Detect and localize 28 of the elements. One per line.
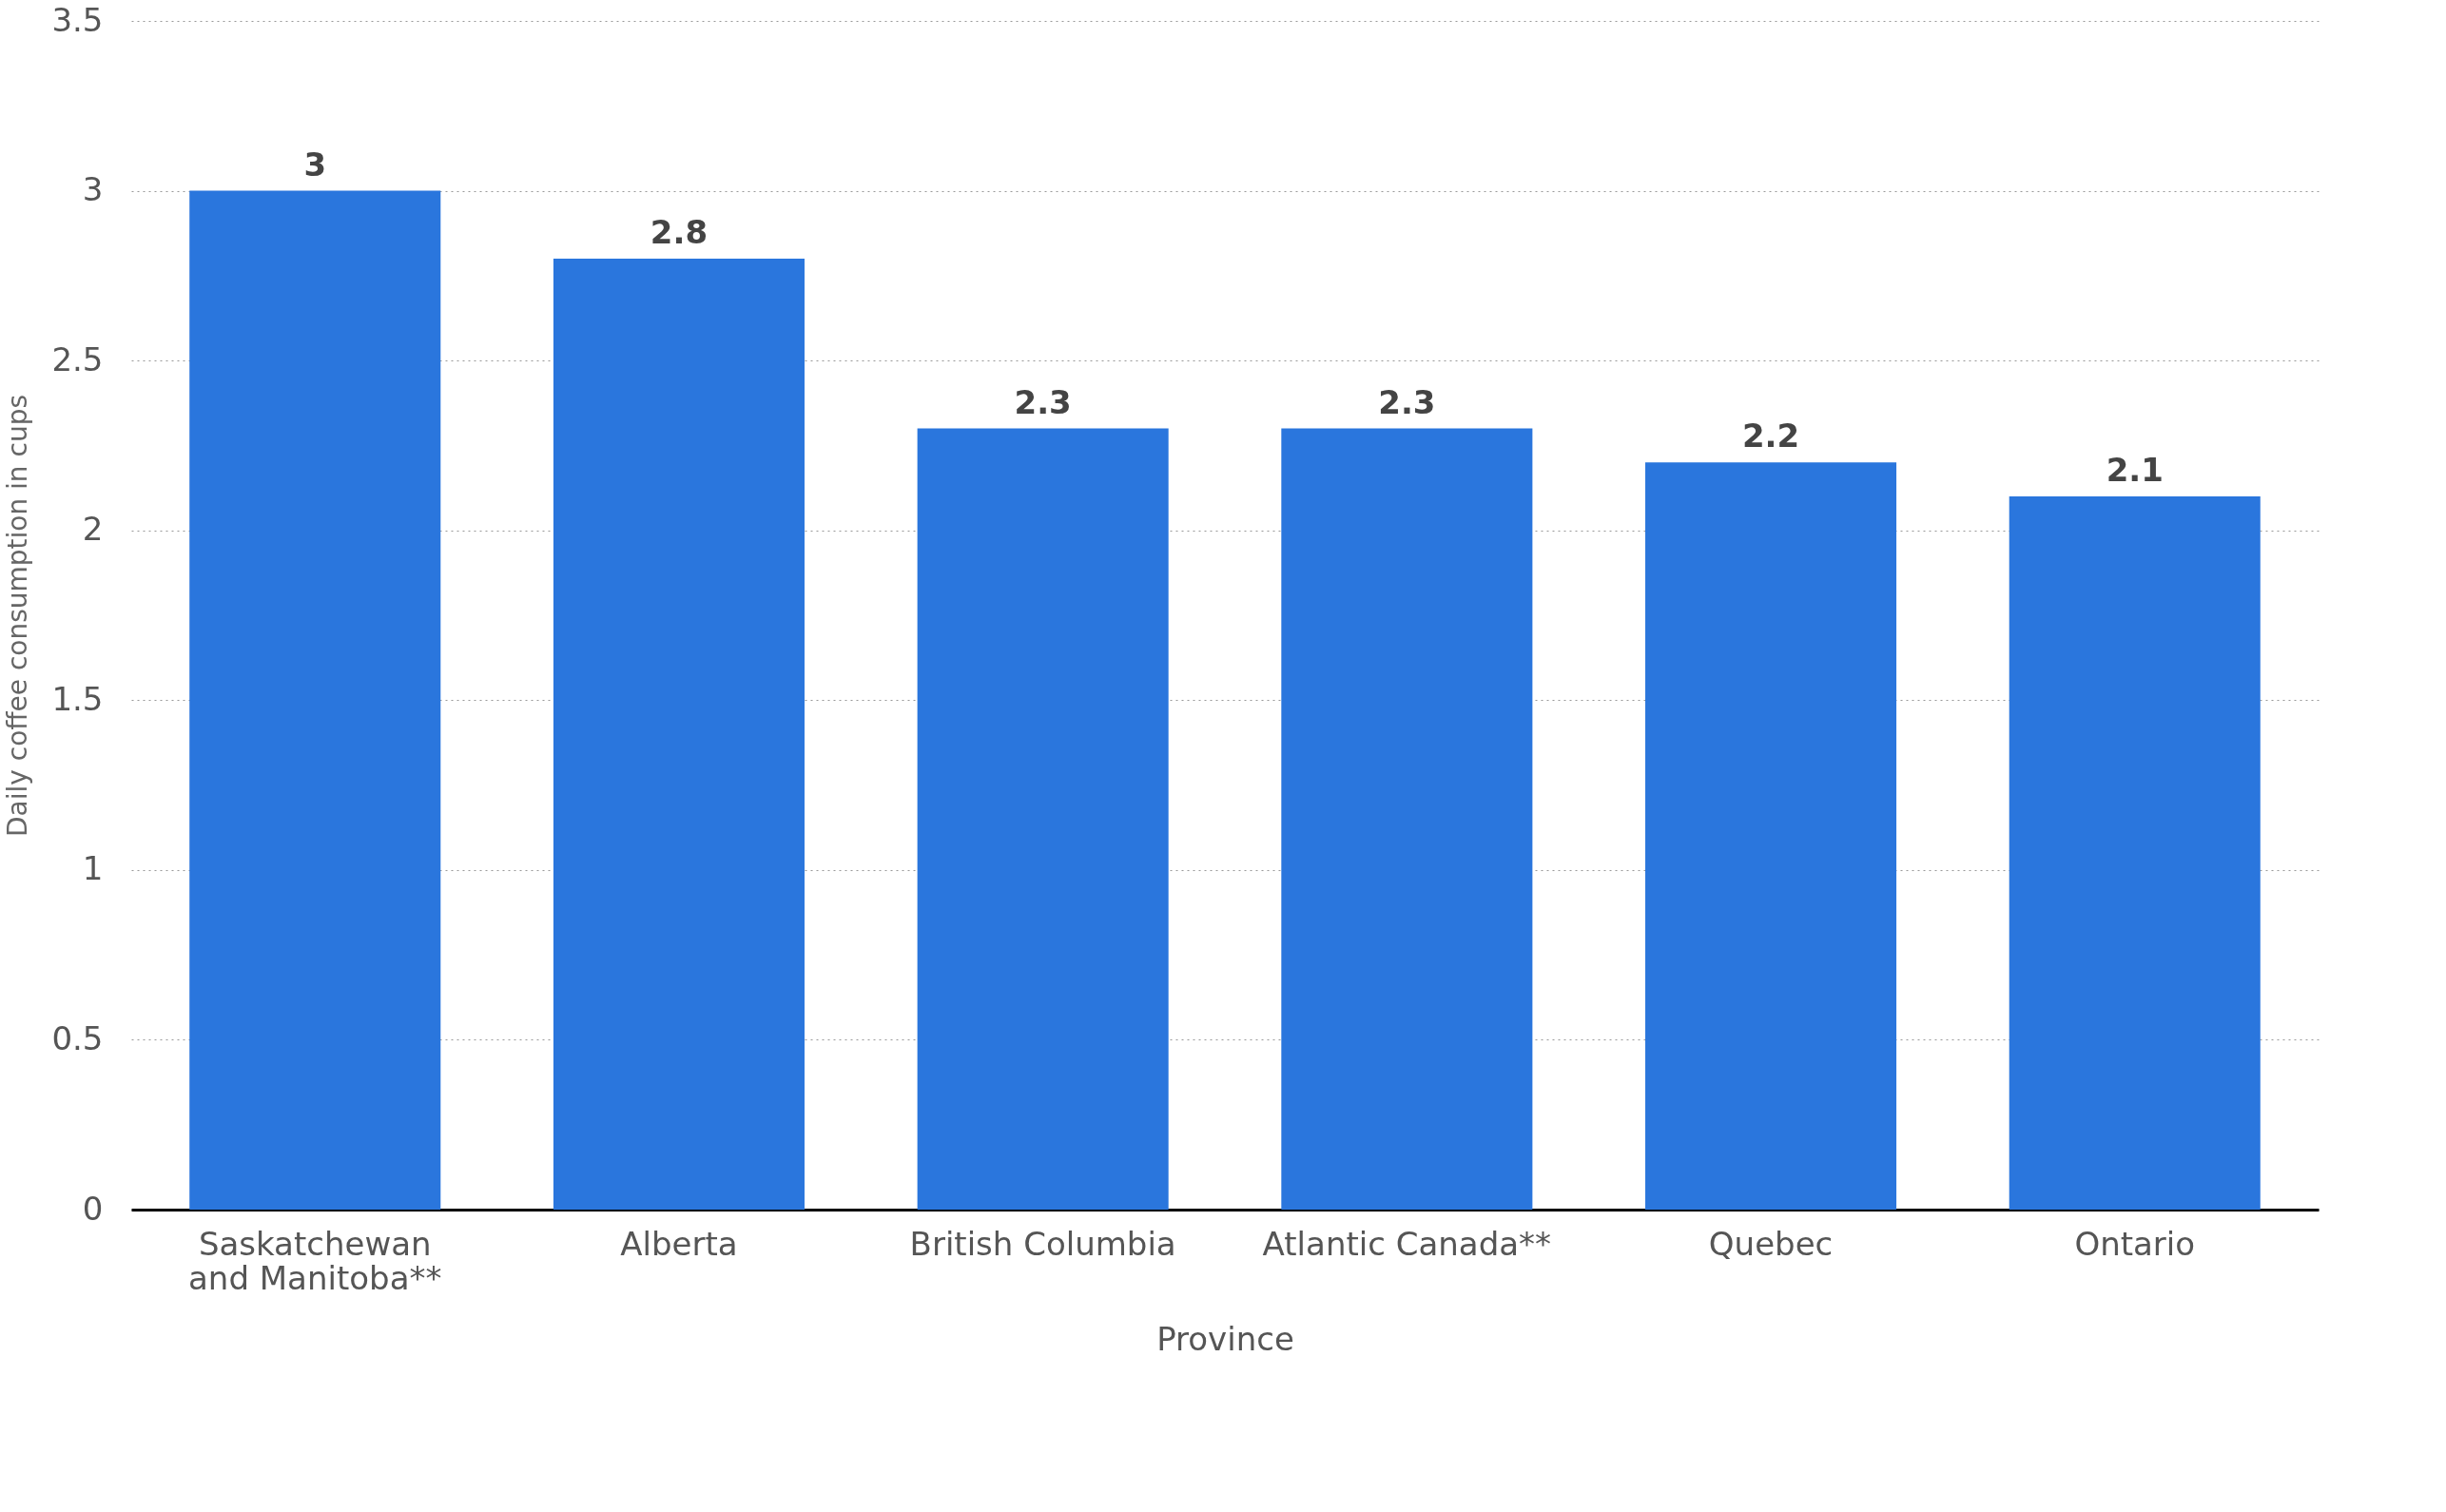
x-tick-label: Atlantic Canada** — [1262, 1224, 1552, 1263]
x-tick-label: Ontario — [2074, 1224, 2196, 1263]
data-label: 2.3 — [1378, 382, 1436, 421]
y-tick-label: 0 — [82, 1189, 104, 1228]
y-tick-label: 3.5 — [51, 0, 104, 39]
data-label: 2.8 — [650, 213, 709, 251]
x-tick-label: Alberta — [620, 1224, 738, 1263]
y-tick-label: 2.5 — [51, 339, 104, 378]
y-tick-label: 2 — [82, 510, 104, 549]
data-label: 2.3 — [1014, 382, 1072, 421]
bar — [189, 190, 441, 1210]
bar — [1281, 428, 1533, 1210]
y-tick-label: 1.5 — [51, 679, 104, 718]
y-tick-label: 3 — [82, 170, 104, 209]
data-label: 2.2 — [1741, 417, 1800, 456]
x-axis-title: Province — [1156, 1319, 1294, 1358]
y-tick-label: 1 — [82, 849, 104, 888]
data-label: 3 — [303, 145, 327, 184]
x-tick-label: Quebec — [1708, 1224, 1834, 1263]
bar — [2009, 496, 2261, 1210]
bar — [553, 259, 805, 1210]
bar — [917, 428, 1169, 1210]
data-label: 2.1 — [2106, 451, 2164, 489]
y-tick-label: 0.5 — [51, 1018, 104, 1057]
bar — [1645, 462, 1897, 1210]
x-tick-label: British Columbia — [909, 1224, 1176, 1263]
y-axis-title: Daily coffee consumption in cups — [2, 394, 34, 838]
x-tick-label: Saskatchewan and Manitoba** — [188, 1224, 442, 1297]
